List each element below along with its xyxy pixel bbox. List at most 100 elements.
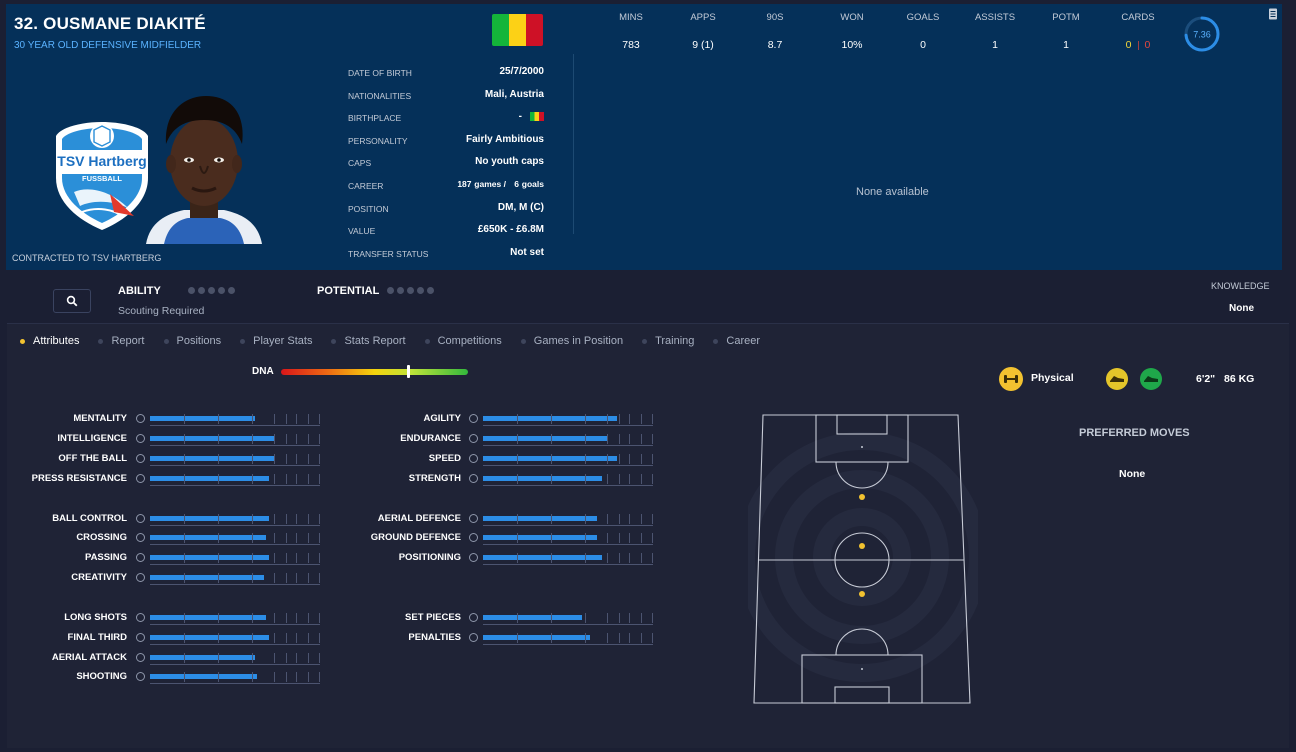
attribute-bar-tick	[296, 514, 298, 524]
attribute-bar	[483, 533, 654, 545]
attribute-bar-tick	[308, 613, 310, 623]
position-marker-mc2	[859, 591, 865, 597]
attribute-bar-tick	[308, 514, 310, 524]
attribute-row-creativity[interactable]: CREATIVITY	[0, 572, 127, 586]
attribute-row-strength[interactable]: STRENGTH	[331, 473, 461, 487]
attribute-bar-tick	[252, 553, 253, 563]
attribute-bar-tick	[296, 533, 298, 543]
attribute-bar-tick	[551, 613, 552, 623]
tab-label: Stats Report	[344, 335, 406, 347]
attribute-row-aerial-attack[interactable]: AERIAL ATTACK	[0, 652, 127, 666]
attribute-bar	[150, 553, 321, 565]
attribute-row-penalties[interactable]: PENALTIES	[331, 632, 461, 646]
attribute-bar-tick	[652, 613, 654, 623]
attribute-bar-tick	[274, 434, 276, 444]
attribute-bar-tick	[184, 434, 185, 444]
attribute-bar-tick	[286, 454, 287, 464]
attribute-bar-tick	[652, 474, 654, 484]
attribute-trend-icon	[136, 613, 145, 622]
attribute-bar-tick	[641, 553, 643, 563]
career-goals-word: goals	[521, 178, 544, 189]
attribute-bar-tick	[517, 533, 518, 543]
info-row-personality: PERSONALITY Fairly Ambitious	[348, 130, 544, 153]
attribute-row-mentality[interactable]: MENTALITY	[0, 413, 127, 427]
search-button[interactable]	[53, 289, 91, 313]
attribute-row-endurance[interactable]: ENDURANCE	[331, 433, 461, 447]
career-value[interactable]: 187 games / 6 goals	[457, 179, 544, 190]
info-value: Fairly Ambitious	[466, 133, 544, 145]
attribute-bar-tick	[296, 454, 298, 464]
profile-tabs: Attributes Report Positions Player Stats Sta…	[20, 335, 779, 347]
info-value[interactable]: Mali, Austria	[484, 88, 544, 100]
attribute-row-ball-control[interactable]: BALL CONTROL	[0, 513, 127, 527]
attribute-row-final-third[interactable]: FINAL THIRD	[0, 632, 127, 646]
tab-games-in-position[interactable]: Games in Position	[520, 335, 623, 347]
attribute-bar-tick	[607, 553, 609, 563]
attribute-bar-tick	[274, 653, 276, 663]
stat-apps: APPS 9 (1)	[668, 12, 738, 51]
attribute-bar-tick	[274, 533, 276, 543]
tab-player-stats[interactable]: Player Stats	[240, 335, 312, 347]
attribute-row-ground-defence[interactable]: GROUND DEFENCE	[331, 532, 461, 546]
attribute-bar-tick	[274, 414, 276, 424]
attribute-bar-tick	[619, 434, 620, 444]
attribute-row-crossing[interactable]: CROSSING	[0, 532, 127, 546]
info-label: PERSONALITY	[348, 135, 408, 146]
attribute-row-set-pieces[interactable]: SET PIECES	[331, 612, 461, 626]
attribute-name: PENALTIES	[408, 632, 461, 643]
attribute-row-long-shots[interactable]: LONG SHOTS	[0, 612, 127, 626]
attribute-row-speed[interactable]: SPEED	[331, 453, 461, 467]
tab-training[interactable]: Training	[642, 335, 694, 347]
attribute-bar-tick	[286, 633, 287, 643]
info-row-transfer: TRANSFER STATUS Not set	[348, 243, 544, 266]
stat-label: GOALS	[906, 12, 940, 23]
stat-value: 1	[992, 39, 998, 51]
club-badge[interactable]: TSV Hartberg FUSSBALL	[52, 120, 152, 232]
attribute-row-agility[interactable]: AGILITY	[331, 413, 461, 427]
attribute-bar-fill	[150, 456, 275, 461]
info-value-wrap: -	[519, 111, 544, 122]
attribute-bar-tick	[218, 613, 219, 623]
tab-report[interactable]: Report	[98, 335, 145, 347]
attribute-bar-tick	[607, 454, 609, 464]
notes-icon[interactable]	[1268, 8, 1278, 20]
info-row-position: POSITION DM, M (C)	[348, 198, 544, 221]
attribute-bar-tick	[585, 613, 586, 623]
average-rating-ring[interactable]: 7.36	[1182, 14, 1222, 54]
attribute-bar-tick	[629, 474, 631, 484]
attribute-row-press-resistance[interactable]: PRESS RESISTANCE	[0, 473, 127, 487]
attribute-bar-tick	[308, 533, 310, 543]
stat-value: 0	[920, 39, 926, 51]
attribute-row-passing[interactable]: PASSING	[0, 552, 127, 566]
tab-career[interactable]: Career	[713, 335, 760, 347]
tab-dot	[520, 338, 526, 344]
stat-label: POTM	[1052, 12, 1080, 23]
attribute-bar-tick	[607, 533, 609, 543]
attribute-bar-tick	[652, 414, 654, 424]
tab-stats-report[interactable]: Stats Report	[331, 335, 406, 347]
attribute-row-intelligence[interactable]: INTELLIGENCE	[0, 433, 127, 447]
attribute-bar-tick	[652, 533, 654, 543]
attribute-bar-tick	[629, 613, 631, 623]
player-info-table: DATE OF BIRTH 25/7/2000 NATIONALITIES Ma…	[348, 62, 544, 265]
attribute-bar-tick	[218, 553, 219, 563]
attribute-bar-tick	[641, 454, 643, 464]
tab-dot	[642, 338, 648, 344]
attribute-row-aerial-defence[interactable]: AERIAL DEFENCE	[331, 513, 461, 527]
attribute-bar-tick	[641, 533, 643, 543]
tab-positions[interactable]: Positions	[163, 335, 221, 347]
attribute-row-shooting[interactable]: SHOOTING	[0, 671, 127, 685]
attribute-name: BALL CONTROL	[52, 513, 127, 524]
attribute-name: SPEED	[428, 453, 461, 464]
tab-attributes[interactable]: Attributes	[20, 335, 79, 347]
attribute-row-positioning[interactable]: POSITIONING	[331, 552, 461, 566]
tab-competitions[interactable]: Competitions	[424, 335, 502, 347]
attribute-bar-tick	[218, 514, 219, 524]
yellow-cards: 0	[1125, 39, 1132, 51]
attribute-bar-tick	[619, 613, 620, 623]
attribute-bar-tick	[308, 434, 310, 444]
attribute-bar	[483, 553, 654, 565]
attribute-bar-tick	[252, 514, 253, 524]
attribute-trend-icon	[136, 514, 145, 523]
attribute-row-off-the-ball[interactable]: OFF THE BALL	[0, 453, 127, 467]
